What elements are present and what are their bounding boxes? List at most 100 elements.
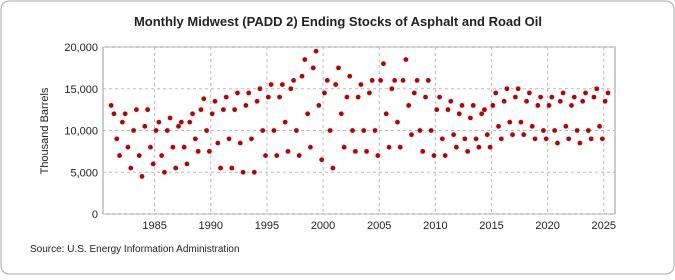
data-point [518,119,524,125]
y-tick-label: 15,000 [64,84,98,96]
data-point [338,111,344,117]
data-point [591,94,597,100]
data-point [434,107,440,113]
data-point [117,153,122,158]
data-point [333,82,339,87]
data-point [159,153,165,158]
data-point [108,103,114,108]
data-point [322,90,327,96]
data-point [512,94,518,100]
data-point [145,107,151,113]
data-point [136,153,142,158]
data-point [204,128,209,133]
data-point [563,123,569,129]
data-point [580,98,586,104]
data-point [468,115,473,121]
data-point [319,157,325,163]
data-point [510,132,515,138]
data-point [134,107,139,113]
data-point [111,111,117,117]
source-note: Source: U.S. Energy Information Administ… [30,244,240,255]
data-point [361,128,367,133]
data-point [212,98,218,104]
data-point [184,161,190,167]
data-point [439,136,445,142]
data-point [254,98,260,104]
data-point [507,119,513,125]
data-point [448,98,454,104]
data-point [594,86,600,92]
data-point [246,90,252,96]
data-point [462,136,468,142]
data-point [232,107,238,113]
data-point [375,153,381,158]
data-point [541,128,546,133]
data-point [409,132,414,138]
data-point [395,119,400,125]
data-point [251,169,257,175]
data-point [420,148,426,154]
data-point [355,94,361,100]
data-point [482,107,487,113]
data-point [501,98,507,104]
data-point [456,111,462,117]
data-point [201,96,207,102]
data-point [223,94,229,100]
data-point [549,94,555,100]
y-tick-label: 20,000 [64,42,98,54]
data-point [397,144,403,150]
data-point [192,136,198,142]
data-point [454,144,459,150]
data-point [470,103,476,108]
data-point [249,136,254,142]
data-point [515,86,521,92]
data-point [378,78,384,83]
data-point [296,153,302,158]
data-point [291,78,296,83]
data-point [473,136,479,142]
data-point [164,128,170,133]
x-tick-label: 1985 [142,220,166,232]
data-point [260,128,266,133]
data-point [605,90,611,96]
x-tick-label: 2000 [311,220,335,232]
data-point [386,144,392,150]
data-point [285,148,291,154]
data-point [305,111,311,117]
data-point [599,136,605,142]
x-tick-label: 2015 [479,220,503,232]
data-point [490,103,496,108]
data-point [569,103,574,108]
data-point [347,73,353,79]
data-point [504,86,510,92]
data-point [327,128,333,133]
data-point [209,111,215,117]
y-tick-label: 5,000 [70,167,98,179]
data-point [383,111,389,117]
data-point [218,165,224,171]
data-point [125,144,131,150]
data-point [400,78,406,83]
data-point [350,128,355,133]
data-point [316,103,322,108]
data-point [529,123,535,129]
data-point [344,94,350,100]
data-point [498,136,504,142]
x-tick-label: 2005 [367,220,391,232]
data-point [560,90,566,96]
chart-title: Monthly Midwest (PADD 2) Ending Stocks o… [134,14,542,29]
data-point [237,140,243,146]
data-point [302,57,308,62]
data-point [279,82,285,87]
data-point [190,111,195,117]
data-point [465,148,471,154]
data-point [206,148,212,154]
data-point [538,94,544,100]
data-point [195,148,201,154]
data-point [403,57,409,62]
data-point [131,128,136,133]
y-axis-label: Thousand Barrels [39,87,51,174]
data-point [294,128,299,133]
data-point [271,128,277,133]
